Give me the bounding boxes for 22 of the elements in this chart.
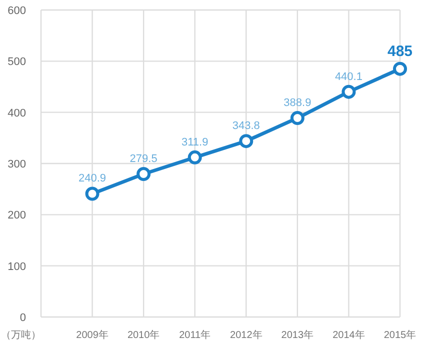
x-tick-label: 2010年 xyxy=(127,329,160,341)
x-tick-label: 2011年 xyxy=(179,329,211,341)
data-label: 388.9 xyxy=(284,97,312,110)
data-label: 485 xyxy=(387,42,413,60)
y-tick-label: 500 xyxy=(8,56,26,68)
y-tick-label: 400 xyxy=(8,107,26,120)
data-label: 343.8 xyxy=(232,120,260,132)
data-label: 279.5 xyxy=(130,152,158,165)
y-axis-title: （万吨） xyxy=(1,329,41,341)
x-tick-label: 2015年 xyxy=(384,329,416,341)
y-tick-label: 100 xyxy=(8,260,26,273)
data-label: 440.1 xyxy=(334,70,362,83)
y-tick-label: 200 xyxy=(8,210,26,222)
y-tick-label: 600 xyxy=(8,5,26,17)
x-tick-label: 2014年 xyxy=(332,329,365,341)
x-tick-label: 2013年 xyxy=(281,329,314,341)
data-label: 240.9 xyxy=(78,172,106,185)
y-tick-label: 0 xyxy=(20,312,26,324)
x-tick-label: 2012年 xyxy=(230,329,262,341)
x-tick-label: 2009年 xyxy=(76,329,108,341)
data-label: 311.9 xyxy=(182,136,208,148)
y-tick-label: 300 xyxy=(8,158,26,170)
